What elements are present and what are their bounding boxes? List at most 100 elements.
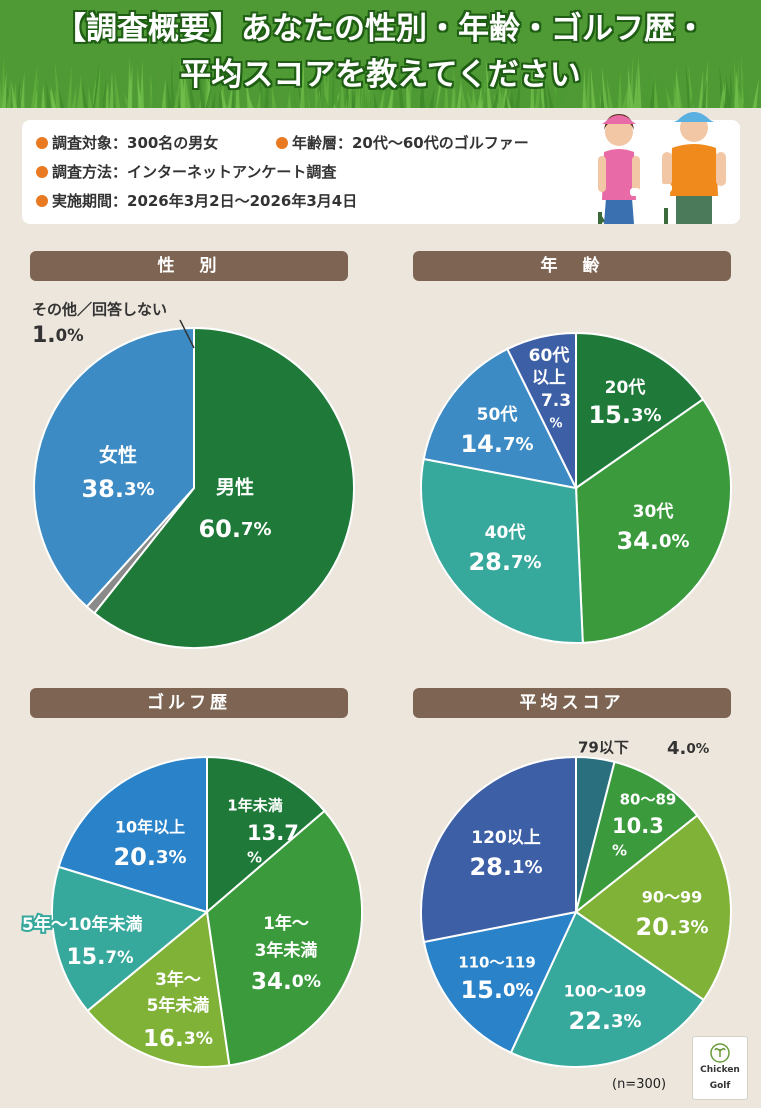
title-line-1: 【調査概要】あなたの性別・年齢・ゴルフ歴・ <box>55 11 706 47</box>
survey-age-range-text: 年齢層：20代〜60代のゴルファー <box>292 134 529 152</box>
grass-blade <box>16 80 21 108</box>
grass-blade <box>546 81 554 108</box>
female-golfer-icon <box>598 114 640 224</box>
grass-blade <box>245 73 252 108</box>
grass-blade <box>11 80 17 108</box>
male-golfer-icon <box>660 112 726 224</box>
slice-value: 28.7% <box>468 548 541 576</box>
sample-size-note: (n=300) <box>612 1077 667 1092</box>
pie-slice <box>33 326 195 609</box>
grass-blade <box>585 64 590 108</box>
grass-blade <box>720 81 727 108</box>
grass-blade <box>698 69 704 108</box>
grass-blade <box>397 56 404 108</box>
slice-value: 22.3% <box>568 1007 641 1035</box>
slice-value: 60.7% <box>198 515 271 543</box>
survey-target: 調査対象：300名の男女 <box>36 132 218 153</box>
title-line-2: 平均スコアを教えてください <box>180 57 581 93</box>
grass-blade <box>198 55 205 108</box>
grass-blade <box>359 64 365 108</box>
grass-blade <box>36 79 41 108</box>
slice-value: 20.3% <box>113 843 186 871</box>
grass-blade <box>730 89 735 108</box>
slice-value: 34.0% <box>251 969 321 995</box>
grass-blade <box>543 68 548 108</box>
grass-blade <box>369 77 374 108</box>
grass-blade <box>645 58 651 108</box>
grass-blade <box>661 61 666 108</box>
golfers-illustration <box>598 112 726 224</box>
grass-blade <box>701 77 707 108</box>
grass-blade <box>166 79 172 108</box>
grass-blade <box>67 64 72 108</box>
grass-blade <box>227 78 234 108</box>
grass-blade <box>316 93 321 108</box>
grass-blade <box>101 78 107 108</box>
grass-blade <box>613 64 620 108</box>
slice-value: 1.0% <box>32 323 84 348</box>
grass-blade <box>534 60 542 108</box>
grass-blade <box>654 71 659 108</box>
slice-label: 120以上 <box>471 828 541 848</box>
grass-blade <box>617 69 622 108</box>
grass-blade <box>71 85 77 108</box>
grass-blade <box>50 85 57 108</box>
slice-label: 80〜89 <box>620 791 677 809</box>
survey-period: 実施期間：2026年3月2日〜2026年3月4日 <box>36 190 357 211</box>
slice-label: 110〜119 <box>458 954 536 972</box>
grass-blade <box>109 70 114 108</box>
leader-line <box>179 319 195 349</box>
grass-blade <box>582 67 587 108</box>
grass-blade <box>477 84 482 108</box>
slice-label: 1年〜 <box>263 913 309 934</box>
slice-label: 以上 <box>532 368 566 388</box>
grass-blade <box>412 54 417 108</box>
grass-blade <box>719 80 724 108</box>
grass-blade <box>98 86 104 108</box>
grass-blade <box>94 64 101 108</box>
slice-value-unit: % <box>549 417 562 432</box>
section-gender-title: 性 別 <box>30 251 348 281</box>
grass-blade <box>601 66 608 108</box>
slice-label: 男性 <box>216 476 254 499</box>
slice-value: 28.1% <box>469 853 542 881</box>
grass-blade <box>752 76 760 108</box>
grass-blade <box>485 56 492 108</box>
grass-blade <box>388 57 396 108</box>
golf-history-pie-chart: 1年未満 13.7% 1年〜 3年未満 34.0% 3年〜 5年未満 16.3% 5年〜10年未… <box>20 755 363 1068</box>
slice-label: 5年〜10年未満 <box>22 914 143 935</box>
grass-blade <box>188 75 195 108</box>
grass-blade <box>264 58 269 108</box>
grass-blade <box>444 67 449 108</box>
grass-blade <box>205 86 211 108</box>
grass-blade <box>366 89 371 108</box>
gender-pie-chart: 男性 60.7% その他／回答しない 1.0% 女性 38.3% <box>32 301 355 649</box>
section-age-title: 年 齢 <box>413 251 731 281</box>
grass-blade <box>340 59 345 108</box>
grass-blade <box>674 75 679 108</box>
bullet-icon <box>36 166 48 178</box>
pie-slice <box>205 809 363 1067</box>
grass-blade <box>271 83 277 108</box>
grass-blade <box>376 65 382 108</box>
pie-slice <box>506 331 577 489</box>
grass-blade <box>688 63 694 108</box>
grass-blade <box>741 75 749 108</box>
grass-blade <box>540 59 545 108</box>
grass-blade <box>140 59 145 108</box>
average-score-pie-chart: 79以下 4.0% 80〜89 10.3% 90〜99 20.3% 100〜109 22.3%… <box>420 738 732 1068</box>
grass-blade <box>132 91 139 108</box>
grass-blade <box>161 78 166 108</box>
slice-label: 5年未満 <box>147 995 210 1016</box>
grass-blade <box>287 90 292 108</box>
slice-label: 60代 <box>529 345 570 366</box>
logo-sprout-icon <box>710 1043 730 1063</box>
pie-slice <box>420 457 584 644</box>
grass-blade <box>493 93 501 108</box>
grass-blade <box>356 72 361 108</box>
slice-label: 1年未満 <box>227 797 282 815</box>
grass-blade <box>392 85 399 108</box>
grass-blade <box>345 71 352 108</box>
grass-blade <box>435 63 443 108</box>
